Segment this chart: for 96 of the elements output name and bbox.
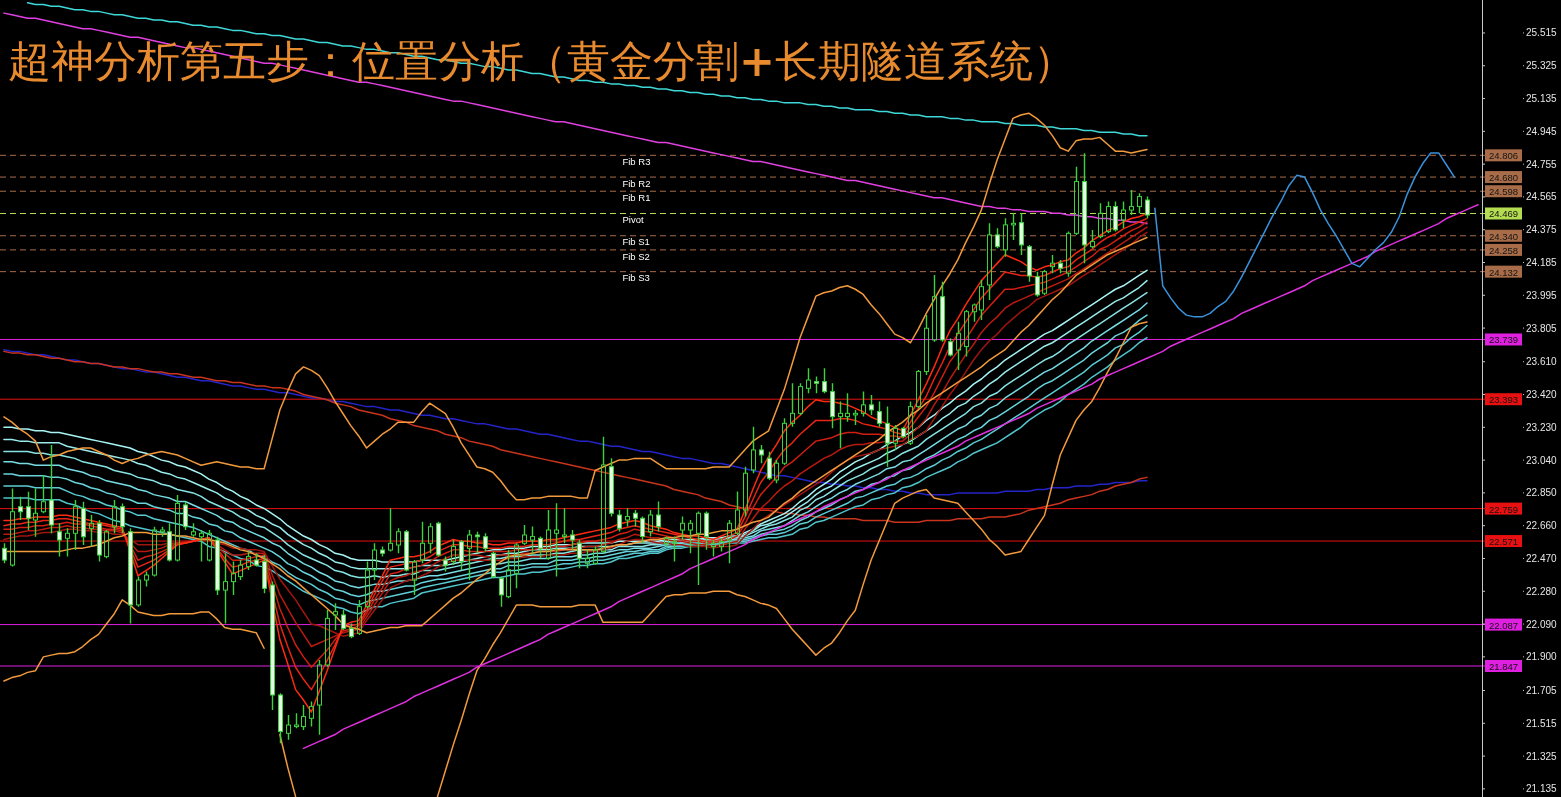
y-tick-label: 22.090 <box>1526 618 1558 630</box>
candlestick <box>688 519 693 555</box>
candlestick <box>932 274 937 343</box>
ref-line-label: 22.759 <box>1488 503 1519 515</box>
ref-line-label: 24.806 <box>1488 150 1519 162</box>
line-series <box>302 203 1479 750</box>
line-series <box>3 348 1148 496</box>
candlestick <box>467 529 472 581</box>
candlestick <box>333 602 338 631</box>
candlestick <box>420 521 425 565</box>
candlestick <box>838 400 843 449</box>
y-tick-label: 25.515 <box>1526 27 1558 39</box>
candlestick <box>656 500 661 533</box>
y-tick-label: 21.325 <box>1526 750 1558 762</box>
candlestick <box>790 382 795 428</box>
annotation: Fib R3 <box>622 156 651 168</box>
candlestick <box>751 425 756 474</box>
ref-line-label: 23.739 <box>1488 334 1519 346</box>
y-tick-label: 24.755 <box>1526 158 1558 170</box>
y-tick-label: 25.325 <box>1526 60 1558 72</box>
candlestick <box>530 525 535 556</box>
candlestick <box>73 499 78 551</box>
candlestick <box>601 435 606 555</box>
candlestick <box>696 510 701 586</box>
candlestick <box>317 659 322 736</box>
y-tick-label: 24.185 <box>1526 257 1558 268</box>
candlestick <box>727 519 732 565</box>
candlestick <box>26 491 31 531</box>
annotation: Fib S3 <box>622 272 650 284</box>
y-tick-label: 23.420 <box>1526 389 1558 401</box>
line-series <box>3 12 1148 225</box>
candlestick <box>128 527 133 625</box>
candlestick <box>65 527 70 558</box>
candlestick <box>506 549 511 599</box>
y-tick-label: 21.135 <box>1526 783 1558 795</box>
candlestick <box>845 392 850 423</box>
candlestick <box>554 502 559 578</box>
candlestick <box>1011 212 1016 241</box>
candlestick <box>10 487 15 568</box>
candlestick <box>199 529 204 563</box>
line-series <box>3 350 1148 523</box>
ref-line-label: 24.132 <box>1488 266 1519 278</box>
y-tick-label: 23.610 <box>1526 356 1558 368</box>
ref-line-label: 22.571 <box>1488 536 1519 548</box>
candlestick <box>735 490 740 536</box>
candlestick <box>546 509 551 561</box>
candlestick <box>388 507 393 553</box>
y-tick-label: 24.565 <box>1526 191 1558 203</box>
y-tick-label: 23.230 <box>1526 421 1558 433</box>
y-tick-label: 23.995 <box>1526 289 1558 301</box>
ref-line-label: 21.847 <box>1488 661 1519 673</box>
candlestick <box>18 496 23 521</box>
y-tick-label: 24.375 <box>1526 224 1558 236</box>
candlestick <box>672 535 677 563</box>
y-tick-label: 21.515 <box>1526 717 1558 729</box>
y-tick-label: 21.705 <box>1526 685 1558 697</box>
line-series <box>3 112 1148 501</box>
candlestick <box>89 514 94 548</box>
y-tick-label: 23.040 <box>1526 454 1558 466</box>
candlestick <box>223 552 228 625</box>
candlestick <box>562 507 567 544</box>
y-tick-label: 23.805 <box>1526 322 1558 334</box>
ref-line-label: 24.469 <box>1488 208 1519 220</box>
annotation: Pivot <box>622 214 644 226</box>
annotation: Fib S1 <box>622 236 650 248</box>
y-tick-label: 24.945 <box>1526 125 1558 137</box>
candlestick <box>49 444 54 534</box>
y-tick-label: 22.660 <box>1526 520 1558 532</box>
candlestick <box>830 382 835 430</box>
annotation: Fib R2 <box>622 177 651 189</box>
candlestick <box>1129 189 1134 216</box>
candlestick <box>1019 212 1024 256</box>
candlestick <box>956 321 961 371</box>
candlestick <box>270 580 275 711</box>
candlestick <box>475 531 480 555</box>
y-tick-label: 22.280 <box>1526 585 1558 597</box>
ref-line-label: 22.087 <box>1488 619 1519 631</box>
annotation: Fib R1 <box>622 191 651 203</box>
y-tick-label: 25.135 <box>1526 93 1558 105</box>
ref-line-label: 23.393 <box>1488 394 1519 406</box>
y-tick-label: 22.470 <box>1526 552 1558 564</box>
annotation: Fib S2 <box>622 250 650 262</box>
candlestick <box>33 487 38 538</box>
line-series <box>1154 152 1456 318</box>
y-tick-label: 21.900 <box>1526 651 1558 663</box>
candlestick <box>1082 152 1087 264</box>
ref-line-label: 24.258 <box>1488 244 1519 256</box>
ref-line-label: 24.680 <box>1488 172 1519 184</box>
candlestick <box>987 222 992 301</box>
candlestick <box>41 474 46 514</box>
ref-line-label: 24.340 <box>1488 230 1519 242</box>
y-tick-label: 22.850 <box>1526 487 1558 499</box>
candlestick <box>57 522 62 558</box>
candlestick <box>231 560 236 596</box>
candlestick <box>885 405 890 468</box>
ref-line-label: 24.598 <box>1488 186 1519 198</box>
